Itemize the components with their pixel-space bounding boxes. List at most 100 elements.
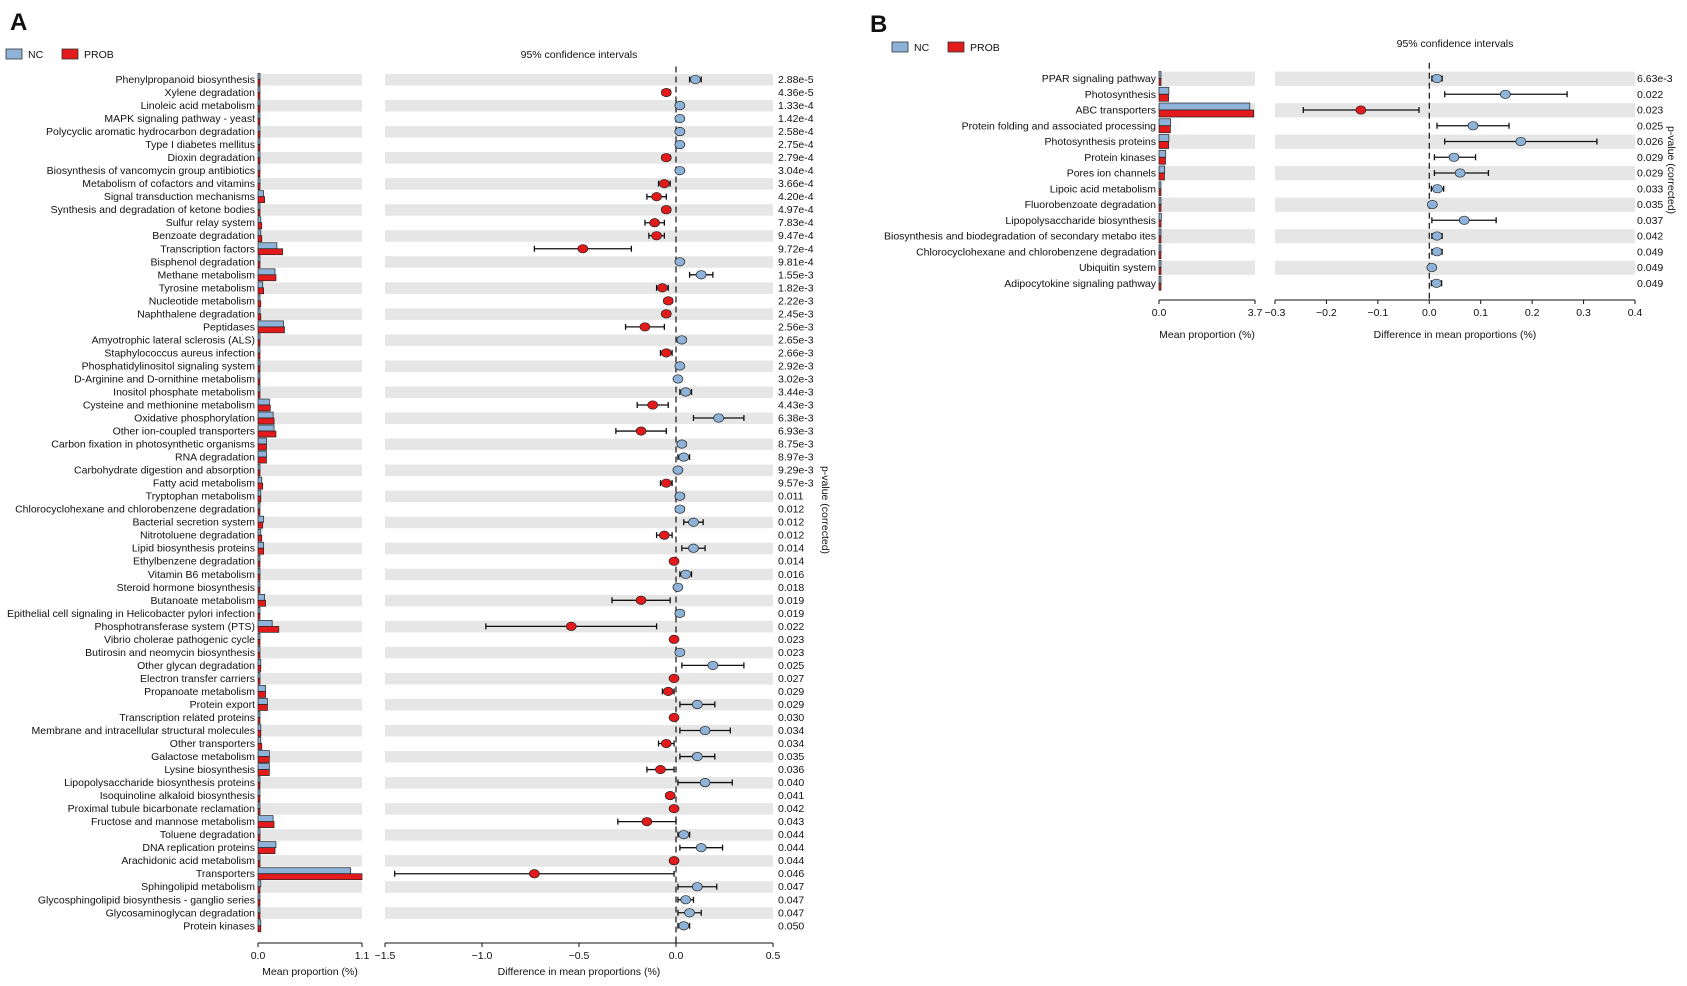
bar-prob: [257, 365, 261, 373]
stripe-right: [385, 542, 773, 555]
diff-point: [657, 283, 668, 293]
left-axis-label: Mean proportion (%): [262, 966, 358, 978]
row-label: Tyrosine metabolism: [159, 282, 256, 294]
p-value: 0.034: [778, 725, 804, 737]
bar-prob: [257, 925, 262, 933]
stripe-left: [258, 724, 362, 737]
legend-label-prob: PROB: [970, 42, 1000, 54]
stripe-right: [385, 178, 773, 190]
bar-nc: [257, 815, 274, 822]
diff-point: [674, 647, 686, 657]
bar-prob: [1158, 125, 1171, 134]
diff-point: [662, 296, 674, 306]
stripe-right: [385, 855, 773, 867]
bar-nc: [257, 424, 275, 432]
row-label: ABC transporters: [1075, 105, 1156, 117]
right-axis-label: Difference in mean proportions (%): [1374, 329, 1537, 341]
p-value: 0.047: [778, 907, 804, 919]
bar-nc: [1158, 181, 1162, 190]
p-value: 2.92e-3: [778, 360, 814, 372]
diff-point: [674, 140, 686, 150]
bar-prob: [257, 196, 265, 204]
diff-point: [659, 530, 670, 540]
row-label: Sulfur relay system: [166, 217, 256, 229]
row-label: Lipid biosynthesis proteins: [132, 543, 255, 555]
p-value: 0.047: [778, 881, 804, 893]
p-value: 0.012: [778, 504, 804, 516]
stripe-left: [258, 334, 362, 346]
stripe-left: [1159, 229, 1255, 244]
left-tick-label: 0.0: [251, 950, 266, 962]
bar-nc: [257, 867, 352, 875]
bar-prob: [257, 756, 270, 763]
row-label: Protein kinases: [183, 920, 255, 932]
panel-label: A: [10, 9, 27, 36]
p-value: 0.050: [778, 920, 804, 932]
stripe-right: [385, 386, 773, 398]
p-value: 9.72e-4: [778, 243, 814, 255]
right-tick-label: −0.3: [1265, 307, 1286, 319]
p-value: 0.044: [778, 829, 804, 841]
diff-point: [651, 231, 662, 241]
p-value: 2.79e-4: [778, 152, 814, 164]
p-value: 0.023: [778, 647, 804, 659]
right-tick-label: 0.2: [1525, 307, 1540, 319]
row-label: Transcription factors: [160, 243, 255, 255]
bar-prob: [257, 808, 261, 815]
p-value: 0.025: [778, 660, 804, 672]
row-label: Other transporters: [170, 738, 255, 750]
diff-point: [688, 543, 699, 553]
p-value: 0.016: [778, 569, 804, 581]
bar-nc: [1158, 86, 1170, 95]
bar-prob: [1158, 235, 1162, 244]
row-label: Peptidases: [203, 321, 255, 333]
bar-nc: [1158, 260, 1162, 268]
bar-prob: [257, 391, 261, 399]
diff-point: [668, 856, 680, 866]
row-label: Protein folding and associated processin…: [962, 120, 1157, 132]
row-label: Sphingolipid metabolism: [141, 881, 255, 893]
diff-point: [1431, 278, 1442, 288]
bar-prob: [257, 612, 261, 620]
bar-prob: [257, 886, 261, 894]
bar-prob: [257, 157, 261, 164]
p-value: 0.023: [778, 634, 804, 646]
stripe-right: [385, 256, 773, 268]
row-label: Chlorocyclohexane and chlorobenzene degr…: [916, 246, 1156, 258]
bar-nc: [1158, 197, 1162, 205]
bar-prob: [1158, 267, 1162, 275]
row-label: Amyotrophic lateral sclerosis (ALS): [92, 334, 255, 346]
bar-prob: [257, 521, 264, 529]
right-tick-label: 0.1: [1473, 307, 1488, 319]
bar-nc: [1158, 134, 1170, 142]
row-label: Isoquinoline alkaloid biosynthesis: [100, 790, 255, 802]
stripe-left: [258, 230, 362, 242]
p-value: 2.58e-4: [778, 126, 814, 138]
p-value: 0.041: [778, 790, 804, 802]
p-value: 2.65e-3: [778, 334, 814, 346]
p-value: 0.043: [778, 816, 804, 828]
bar-prob: [257, 274, 277, 282]
row-label: Polycyclic aromatic hydrocarbon degradat…: [46, 126, 255, 138]
p-value: 4.36e-5: [778, 87, 814, 99]
row-label: Fatty acid metabolism: [153, 478, 255, 490]
bar-prob: [257, 404, 271, 412]
p-value: 4.43e-3: [778, 400, 814, 412]
bar-nc: [257, 112, 261, 119]
bar-prob: [1158, 219, 1162, 228]
diff-point: [1458, 215, 1470, 225]
stripe-left: [258, 126, 362, 138]
diff-point: [1431, 73, 1443, 84]
p-value: 0.029: [778, 686, 804, 698]
p-value: 0.026: [1637, 136, 1663, 148]
p-value: 0.046: [778, 868, 804, 880]
diff-point: [676, 335, 688, 345]
bar-prob: [257, 430, 277, 438]
legend-swatch-nc: [5, 48, 23, 60]
stripe-left: [1159, 260, 1255, 275]
right-tick-label: 0.4: [1628, 307, 1643, 319]
row-label: Electron transfer carriers: [140, 673, 255, 685]
stripe-right: [385, 516, 773, 529]
diff-point: [678, 830, 690, 840]
stripe-left: [258, 698, 362, 711]
